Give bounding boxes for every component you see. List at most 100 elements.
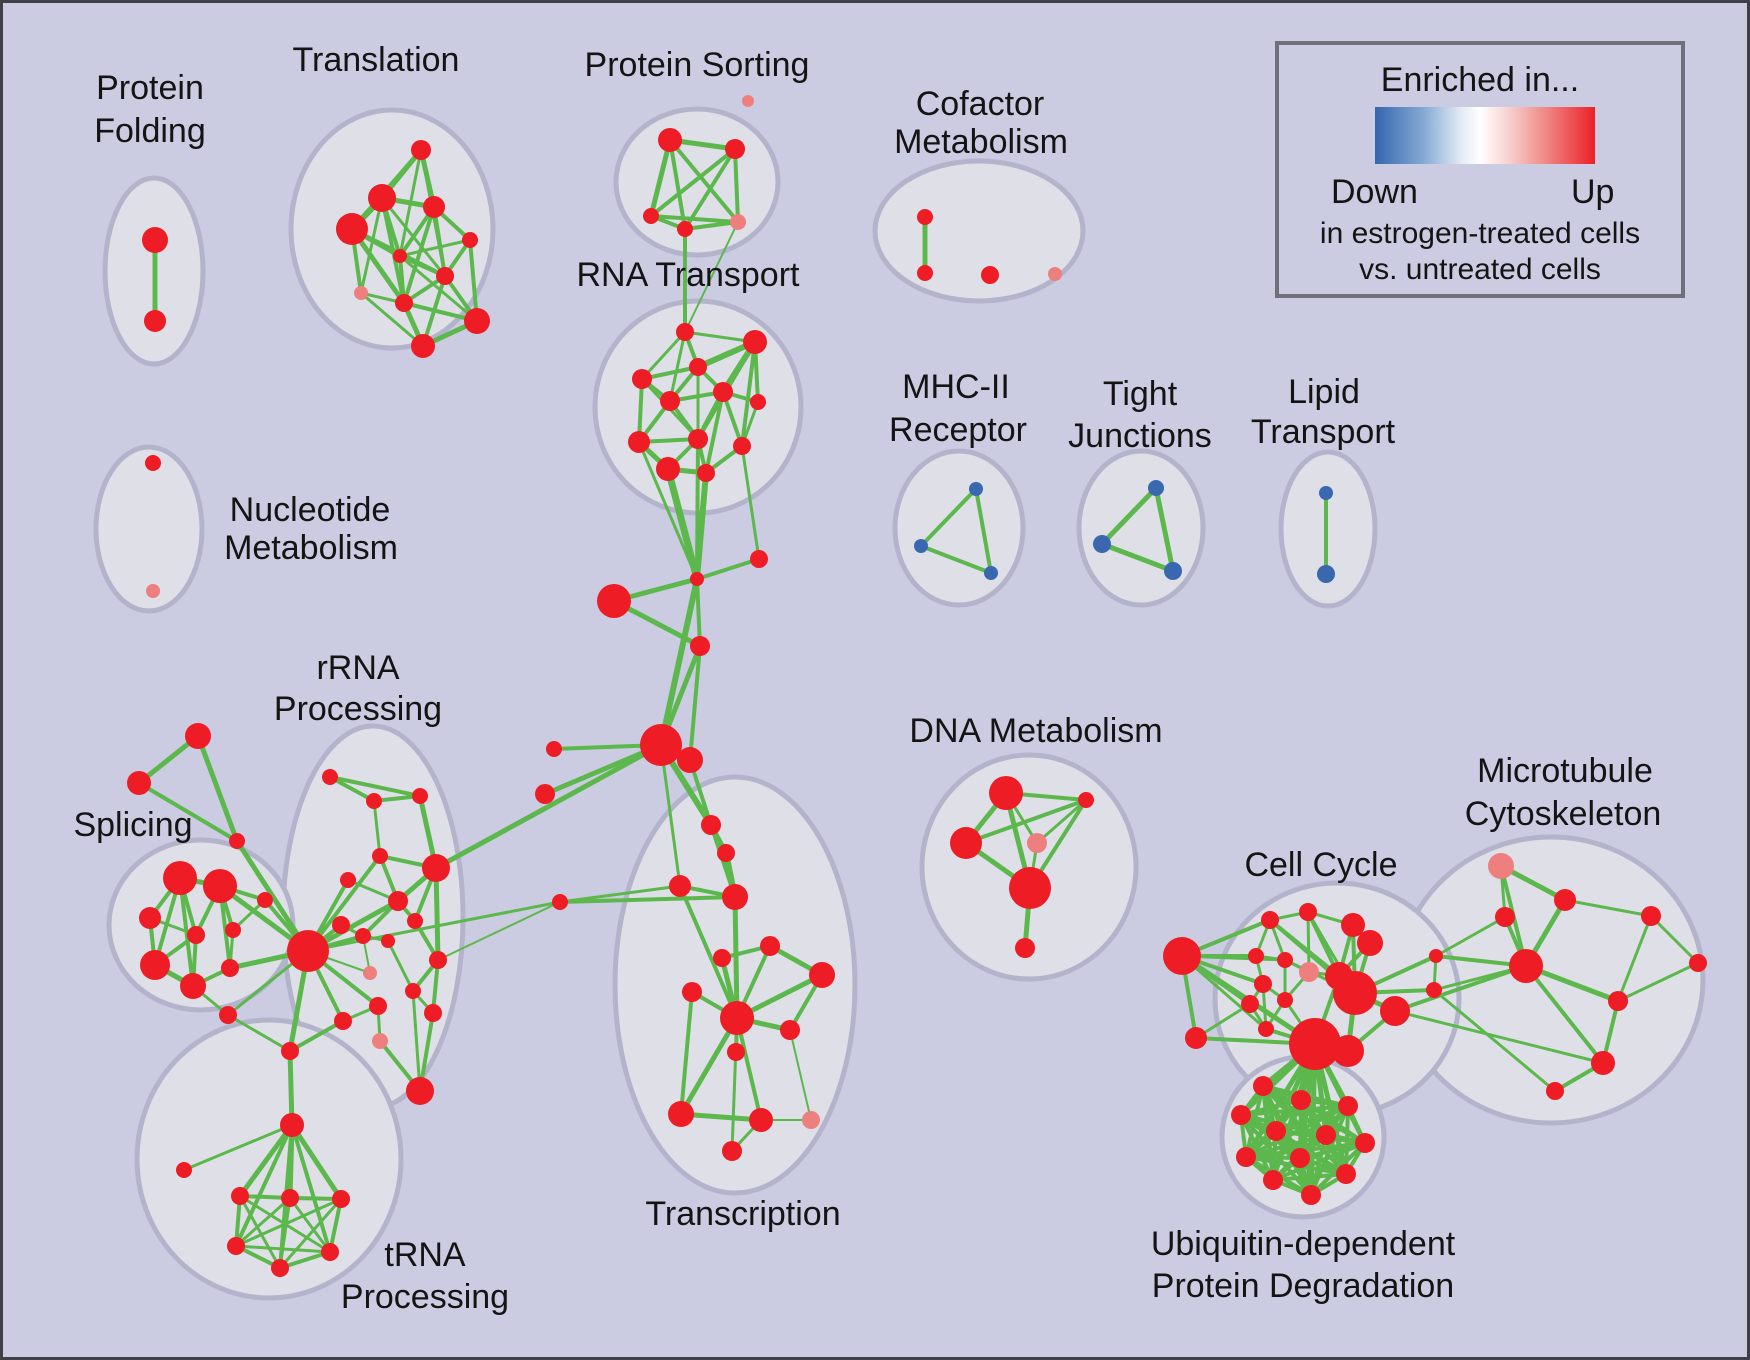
gene-set-node-tc9 (720, 1001, 754, 1035)
cluster-ellipse-mhc-ii-receptor (892, 448, 1026, 608)
gene-set-node-ub9 (1290, 1148, 1310, 1168)
cluster-ellipse-protein-sorting (613, 106, 781, 258)
gene-set-node-cf4 (1048, 267, 1062, 281)
gene-set-node-cc6 (1357, 930, 1383, 956)
gene-set-node-mh3 (984, 566, 998, 580)
cluster-label-splicing: Splicing (73, 806, 192, 844)
edge (733, 147, 740, 224)
gene-set-node-rt1 (676, 323, 694, 341)
edge (398, 254, 479, 323)
gene-set-node-sp2 (203, 869, 237, 903)
gene-set-node-rr3 (412, 788, 428, 804)
cluster-label-ubiquitin-degradation: Protein Degradation (1152, 1267, 1454, 1305)
gene-set-node-tn1 (281, 1042, 299, 1060)
gene-set-node-sp3 (139, 907, 161, 929)
gene-set-node-ub7 (1355, 1133, 1375, 1153)
gene-set-node-cc7 (1248, 948, 1264, 964)
gene-set-node-ub5 (1266, 1121, 1286, 1141)
gene-set-node-mh2 (914, 539, 928, 553)
edge (679, 990, 694, 1116)
cluster-label-microtubule-cytoskeleton: Cytoskeleton (1465, 795, 1662, 833)
gene-set-node-ps5 (730, 214, 746, 230)
edge (1244, 1133, 1328, 1159)
gene-set-node-rr8 (332, 916, 350, 934)
legend-box: Enriched in... Down Up in estrogen-treat… (1275, 41, 1685, 298)
gene-set-node-rr14 (405, 983, 421, 999)
network-canvas: rRNAProcessingSplicingtRNAProcessingProt… (73, 41, 1707, 1316)
gene-set-node-rt4 (632, 369, 652, 389)
gene-set-node-rr2 (366, 793, 382, 809)
gene-set-node-cc9 (1299, 962, 1319, 982)
edge (328, 775, 422, 798)
gene-set-node-cf3 (981, 266, 999, 284)
gene-set-node-cn2 (1426, 982, 1442, 998)
gene-set-node-ub4 (1231, 1105, 1251, 1125)
gene-set-node-j7 (552, 894, 568, 910)
gene-set-node-mt1 (1488, 853, 1514, 879)
cluster-ellipse-nucleotide-metabolism (93, 444, 205, 614)
gene-set-node-mt9 (1546, 1082, 1564, 1100)
edge (640, 330, 687, 381)
gene-set-node-cc1 (1163, 937, 1201, 975)
gene-set-node-mt3 (1495, 907, 1515, 927)
legend-gradient-bar (1375, 107, 1595, 164)
gene-set-node-ps6 (742, 95, 754, 107)
cluster-label-ubiquitin-degradation: Ubiquitin-dependent (1151, 1225, 1456, 1263)
edge (964, 798, 1088, 845)
gene-set-node-j2 (750, 550, 768, 568)
edge (789, 1029, 812, 1121)
gene-set-node-cc3 (1261, 911, 1279, 929)
edge (668, 138, 687, 231)
edge (1274, 1129, 1348, 1176)
gene-set-node-ps3 (643, 208, 659, 224)
gene-set-node-cc13 (1241, 995, 1259, 1013)
gene-set-node-lt2 (1317, 565, 1335, 583)
gene-set-node-dm2 (1078, 792, 1094, 808)
gene-set-node-mt7 (1689, 954, 1707, 972)
gene-set-node-t5 (462, 232, 478, 248)
gene-set-node-tri2 (127, 771, 151, 795)
gene-set-node-ub8 (1236, 1147, 1256, 1167)
gene-set-node-rt7 (750, 394, 766, 410)
gene-set-node-rr6 (340, 872, 356, 888)
gene-set-node-tc1 (701, 815, 721, 835)
gene-set-node-tn2 (280, 1113, 304, 1137)
edge (740, 444, 761, 561)
gene-set-node-ub1 (1253, 1076, 1273, 1096)
gene-set-node-rr7 (388, 891, 408, 911)
edge (1306, 910, 1311, 974)
edge (649, 214, 740, 224)
gene-set-node-tc11 (727, 1043, 745, 1061)
gene-set-node-rr10 (407, 913, 423, 929)
gene-set-node-hub2b (1332, 1035, 1364, 1067)
gene-set-node-ub6 (1316, 1125, 1336, 1145)
cluster-label-microtubule-cytoskeleton: Microtubule (1477, 752, 1653, 790)
edge (678, 1111, 764, 1123)
gene-set-node-rr18 (424, 1004, 442, 1022)
cluster-label-cofactor-metabolism: Cofactor (916, 85, 1045, 123)
edge (290, 1123, 332, 1254)
gene-set-node-mt5 (1608, 991, 1628, 1011)
edge (386, 939, 415, 993)
gene-set-node-j4 (690, 636, 710, 656)
gene-set-node-tn8 (321, 1243, 339, 1261)
cluster-label-tight-junctions: Junctions (1068, 417, 1212, 455)
gene-set-node-cf2 (917, 265, 933, 281)
edge (234, 1197, 343, 1248)
gene-set-node-cc15 (1333, 971, 1377, 1015)
cluster-label-cell-cycle: Cell Cycle (1244, 846, 1397, 884)
gene-set-node-rr20 (406, 1077, 434, 1105)
gene-set-node-j6 (535, 784, 555, 804)
gene-set-node-j1 (690, 572, 704, 586)
gene-set-node-tc2 (717, 844, 735, 862)
edge (234, 1244, 332, 1254)
gene-set-node-cc16 (1380, 996, 1410, 1026)
gene-set-node-tc12 (668, 1101, 694, 1127)
edge (234, 838, 311, 954)
edge (306, 900, 562, 953)
cluster-label-protein-sorting: Protein Sorting (585, 46, 810, 84)
edge (1432, 988, 1557, 1093)
edge (919, 544, 993, 575)
gene-set-node-rshub (287, 930, 329, 972)
edge (1153, 485, 1176, 574)
